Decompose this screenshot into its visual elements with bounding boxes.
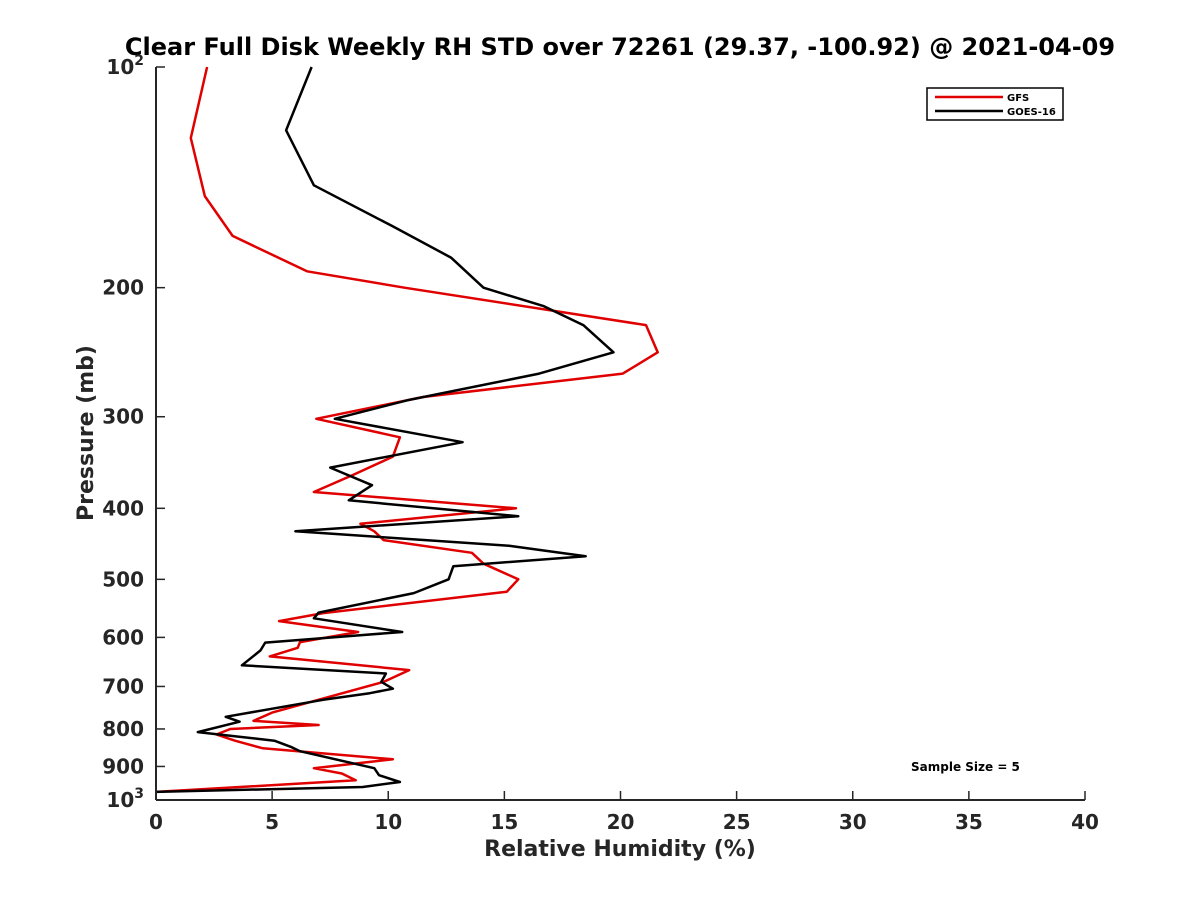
y-axis-label: Pressure (mb) [74,345,99,521]
x-tick-label: 30 [839,810,867,834]
x-tick-label: 10 [374,810,402,834]
legend-box [926,87,1064,121]
x-tick-label: 20 [607,810,635,834]
y-tick-label: 400 [102,496,144,520]
y-tick-label: 102 [106,53,144,79]
y-axis-ticks: 102 200 300 400 500 600 700 800 900 103 [102,53,165,812]
x-axis-label: Relative Humidity (%) [484,837,756,862]
y-tick-label: 900 [102,754,144,778]
y-tick-label: 800 [102,717,144,741]
series-line-goes16 [155,66,615,794]
x-tick-label: 0 [149,810,163,834]
legend: GFS GOES-16 [926,87,1064,121]
sample-size-annotation: Sample Size = 5 [911,760,1020,774]
y-tick-label: 700 [102,674,144,698]
plot-area [156,67,1085,800]
series-layer [155,66,659,794]
y-tick-label: 500 [102,567,144,591]
legend-label-gfs: GFS [1007,93,1029,104]
legend-label-goes16: GOES-16 [1007,107,1056,118]
x-axis-ticks: 0 5 10 15 20 25 30 35 40 [149,791,1099,834]
x-tick-label: 25 [723,810,751,834]
x-tick-label: 35 [955,810,983,834]
x-tick-label: 5 [265,810,279,834]
y-tick-label: 600 [102,625,144,649]
x-tick-label: 40 [1071,810,1099,834]
y-tick-label: 103 [106,786,144,812]
x-tick-label: 15 [490,810,518,834]
y-tick-label: 300 [102,405,144,429]
chart-title: Clear Full Disk Weekly RH STD over 72261… [125,33,1115,61]
y-tick-label: 200 [102,276,144,300]
